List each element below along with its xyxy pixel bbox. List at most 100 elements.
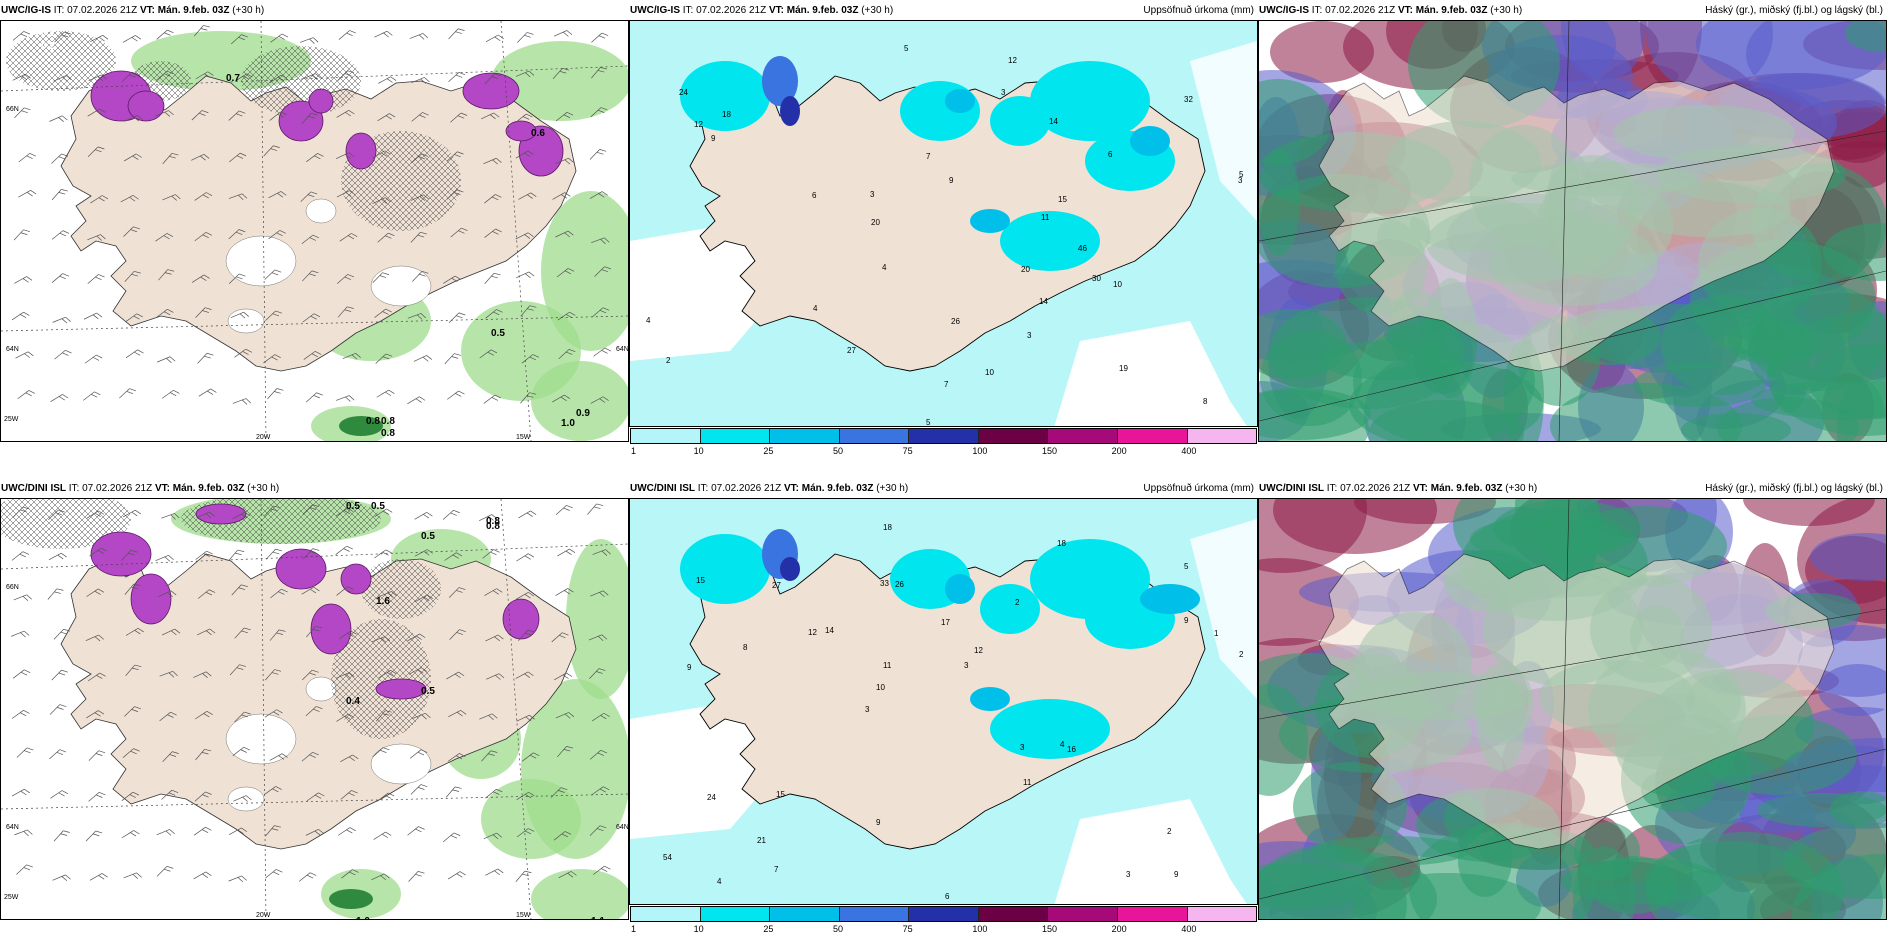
wind-barb [303, 548, 320, 560]
wind-barb [11, 788, 31, 797]
wind-barb [484, 194, 502, 204]
accum-value-label: 20 [1021, 265, 1030, 274]
accum-value-label: 12 [974, 646, 983, 655]
wind-barb [408, 871, 425, 882]
wind-barb [485, 788, 503, 799]
precip-value-label: 0.8 [486, 521, 500, 532]
accum-value-label: 6 [1108, 150, 1113, 159]
wind-barb [374, 549, 392, 559]
colorbar-label: 50 [833, 446, 844, 456]
wind-barb [162, 152, 179, 165]
snow-hatch [331, 619, 431, 739]
axis-label: 66N [6, 106, 19, 113]
wind-barb [52, 874, 71, 882]
wind-barb [301, 751, 319, 762]
wind-barb [194, 232, 213, 242]
precip-area [275, 548, 327, 590]
wind-barb [552, 394, 571, 403]
wind-barb [51, 273, 69, 283]
wind-barb [553, 831, 572, 841]
title-it-label: IT: [1326, 483, 1338, 494]
colorbar-segment [700, 429, 771, 443]
wind-barb [263, 145, 280, 157]
wind-barb [86, 710, 105, 719]
cloud-area [1830, 791, 1886, 827]
wind-barb [231, 584, 248, 596]
title-vt-label: VT: [139, 5, 155, 16]
accum-value-label: 4 [646, 316, 651, 325]
accum-value-label: 3 [964, 661, 969, 670]
panel-title: UWC/IG-IS IT: 07.02.2026 21Z VT: Mán. 9.… [1259, 5, 1522, 17]
wind-barb [339, 630, 357, 640]
map-canvas: 12 7 4 11 5 2 3 3 4 12 20 26 9 5 32 19 27 9 7 14 14 5 10 15 18 3 8… [629, 20, 1258, 427]
title-it-label: IT: [697, 483, 709, 494]
accum-value-label: 14 [1049, 117, 1058, 126]
wind-barb [306, 792, 325, 802]
wind-barb [49, 115, 68, 122]
wind-barb [372, 150, 391, 159]
graticule [500, 499, 532, 919]
wind-barb [233, 795, 252, 802]
accum-value-label: 26 [951, 317, 960, 326]
accum-value-label: 2 [666, 356, 671, 365]
wind-barb [87, 672, 106, 682]
accum-value-label: 8 [743, 643, 748, 652]
wind-barb [86, 510, 105, 519]
accum-value-label: 3 [1126, 870, 1131, 879]
title-vt-value: Mán. 9.feb. 03Z [786, 5, 859, 16]
accum-value-label: 4 [1060, 740, 1065, 749]
wind-barb [87, 146, 105, 157]
wind-barb [12, 31, 31, 41]
wind-barb [483, 157, 502, 165]
title-lead: (+30 h) [876, 483, 909, 494]
snow-hatch [361, 559, 441, 619]
precip-value-label: 0.2 [41, 28, 55, 39]
wind-barb [372, 272, 390, 283]
wind-barb [85, 830, 103, 842]
title-model: UWC/DINI ISL [1259, 483, 1324, 494]
precip-area [345, 132, 377, 170]
wind-barb [450, 112, 468, 123]
wind-barb [156, 829, 175, 836]
wind-barb [158, 590, 177, 598]
precip-value-label: 0.8 [366, 416, 380, 427]
wind-barb [410, 153, 429, 164]
wind-barb [267, 388, 284, 400]
precip-area [90, 531, 152, 577]
wind-barb [53, 628, 71, 640]
wind-barb [87, 108, 106, 117]
wind-barb [518, 510, 537, 519]
wind-barb [305, 706, 323, 717]
glacier [305, 198, 337, 224]
axis-label: 20W [256, 912, 271, 919]
accum-value-label: 1 [1214, 629, 1219, 638]
wind-barb [558, 871, 577, 879]
wind-barb [407, 396, 426, 405]
wind-barb [446, 189, 464, 200]
wind-barb [11, 551, 30, 561]
accum-value-label: 14 [1039, 297, 1048, 306]
colorbar-segment [1048, 429, 1118, 443]
wind-barb [90, 35, 109, 42]
wind-barb [228, 229, 246, 240]
wind-barb [589, 825, 607, 836]
wind-barb [264, 786, 282, 795]
wind-barb [48, 509, 65, 520]
colorbar-segment [1117, 429, 1188, 443]
wind-barb [557, 548, 576, 557]
wind-barb [378, 76, 397, 84]
colorbar-label: 75 [902, 446, 913, 456]
accum-value-label: 18 [1057, 539, 1066, 548]
wind-barb [518, 629, 535, 641]
colorbar-label: 100 [972, 446, 988, 456]
wind-barb [195, 550, 213, 560]
precip-value-label: 0.5 [421, 531, 435, 542]
colorbar-segment [700, 907, 771, 921]
wind-barb [232, 746, 250, 757]
accum-value-label: 9 [1184, 616, 1189, 625]
glacier [227, 786, 265, 812]
accum-value-label: 11 [1023, 778, 1032, 787]
colorbar-segment [631, 429, 701, 443]
wind-barb [414, 512, 433, 520]
wind-barb [372, 197, 391, 204]
